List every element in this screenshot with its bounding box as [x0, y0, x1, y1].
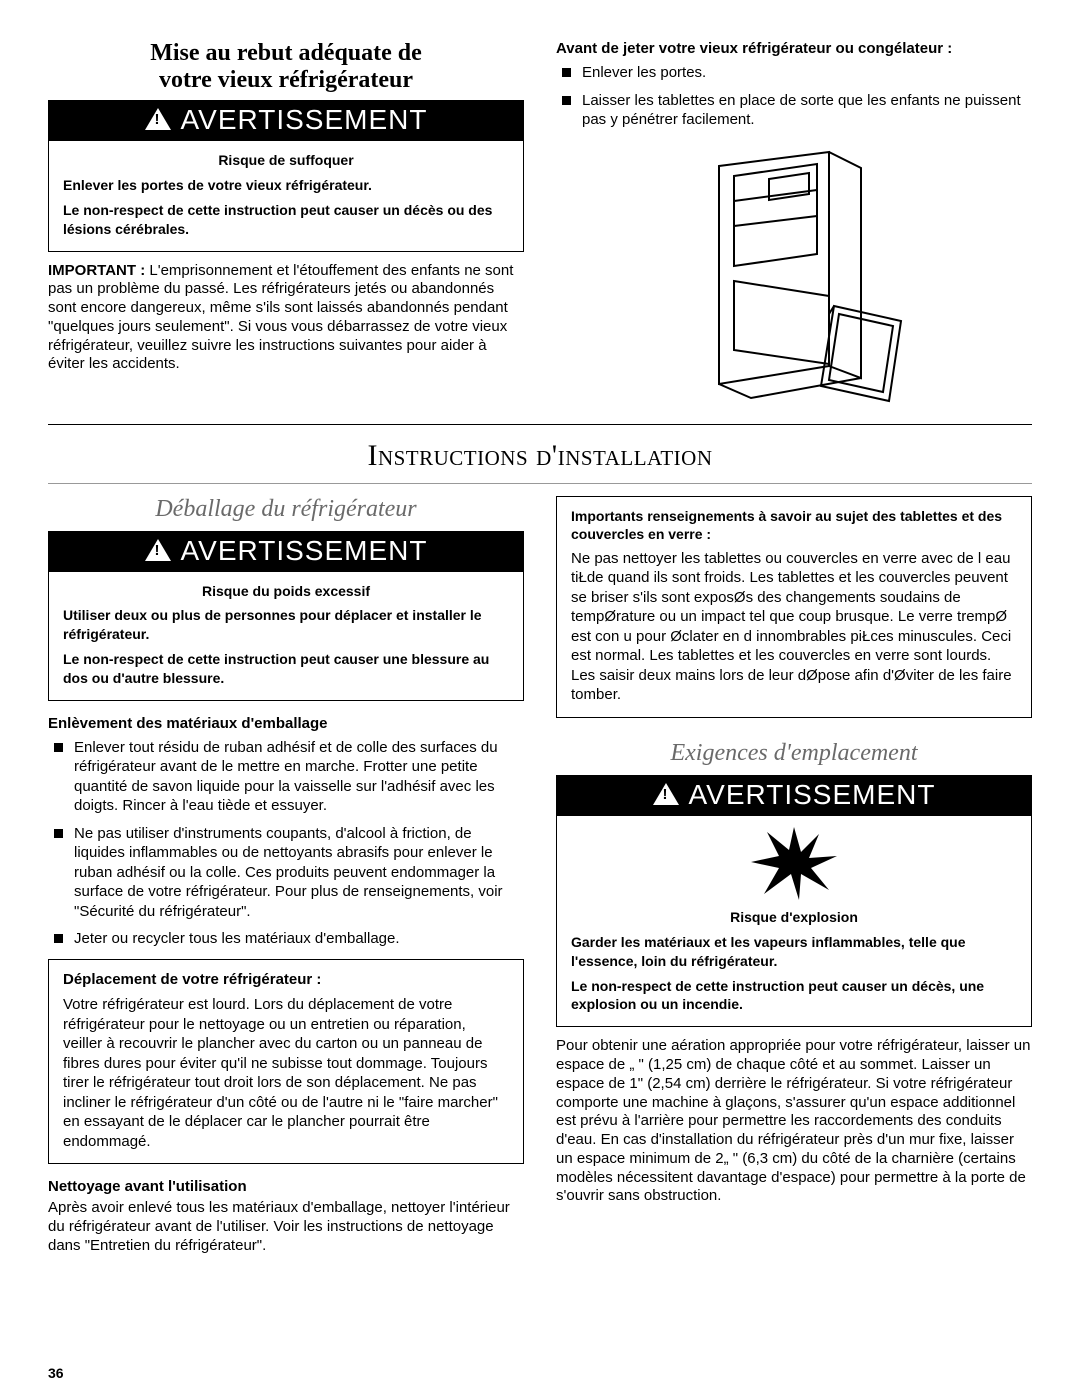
title-line1: Mise au rebut adéquate de: [150, 40, 422, 66]
list-item: Ne pas utiliser d'instruments coupants, …: [48, 824, 524, 922]
top-section: Mise au rebut adéquate de votre vieux ré…: [48, 40, 1032, 406]
warning-line2: Le non-respect de cette instruction peut…: [571, 977, 1017, 1015]
warning-triangle-icon: [145, 108, 171, 130]
warning-banner-text: AVERTISSEMENT: [181, 104, 428, 136]
warning-line1: Utiliser deux ou plus de personnes pour …: [63, 606, 509, 644]
unpack-title: Déballage du réfrigérateur: [48, 496, 524, 523]
explosion-warning-box: AVERTISSEMENT Risque d'explosion Garder …: [556, 775, 1032, 1027]
list-item: Enlever les portes.: [556, 63, 1032, 83]
location-title: Exigences d'emplacement: [556, 740, 1032, 767]
install-left-col: Déballage du réfrigérateur AVERTISSEMENT…: [48, 492, 524, 1256]
warning-line1: Enlever les portes de votre vieux réfrig…: [63, 176, 509, 195]
clean-body: Après avoir enlevé tous les matériaux d'…: [48, 1199, 524, 1255]
warning-body: Risque du poids excessif Utiliser deux o…: [49, 572, 523, 700]
removal-heading: Enlèvement des matériaux d'emballage: [48, 715, 524, 732]
warning-body: Risque de suffoquer Enlever les portes d…: [49, 141, 523, 251]
warning-line2: Le non-respect de cette instruction peut…: [63, 650, 509, 688]
removal-list: Enlever tout résidu de ruban adhésif et …: [48, 738, 524, 949]
top-right-col: Avant de jeter votre vieux réfrigérateur…: [556, 40, 1032, 406]
warning-risk: Risque d'explosion: [571, 908, 1017, 927]
move-box-body: Votre réfrigérateur est lourd. Lors du d…: [63, 995, 509, 1151]
install-section: Déballage du réfrigérateur AVERTISSEMENT…: [48, 492, 1032, 1256]
install-right-col: Importants renseignements à savoir au su…: [556, 492, 1032, 1256]
list-item: Jeter ou recycler tous les matériaux d'e…: [48, 929, 524, 949]
page-number: 36: [48, 1365, 64, 1381]
top-left-col: Mise au rebut adéquate de votre vieux ré…: [48, 40, 524, 406]
warning-banner: AVERTISSEMENT: [49, 101, 523, 141]
warning-banner: AVERTISSEMENT: [557, 776, 1031, 816]
glass-box-head: Importants renseignements à savoir au su…: [571, 507, 1017, 543]
move-fridge-box: Déplacement de votre réfrigérateur : Vot…: [48, 959, 524, 1165]
warning-triangle-icon: [653, 783, 679, 805]
fridge-illustration: [679, 146, 909, 406]
title-line2: votre vieux réfrigérateur: [159, 67, 413, 93]
glass-box-body: Ne pas nettoyer les tablettes ou couverc…: [571, 549, 1017, 705]
warning-line2: Le non-respect de cette instruction peut…: [63, 201, 509, 239]
list-item: Enlever tout résidu de ruban adhésif et …: [48, 738, 524, 816]
warning-body: Risque d'explosion Garder les matériaux …: [557, 908, 1031, 1026]
warning-triangle-icon: [145, 539, 171, 561]
before-dispose-head: Avant de jeter votre vieux réfrigérateur…: [556, 40, 1032, 57]
section-divider-thin: [48, 483, 1032, 484]
warning-banner-text: AVERTISSEMENT: [181, 535, 428, 567]
install-title: Instructions d'installation: [48, 439, 1032, 473]
move-box-head: Déplacement de votre réfrigérateur :: [63, 970, 509, 990]
important-label: IMPORTANT :: [48, 262, 145, 279]
glass-info-box: Importants renseignements à savoir au su…: [556, 496, 1032, 718]
warning-risk: Risque de suffoquer: [63, 151, 509, 170]
warning-risk: Risque du poids excessif: [63, 582, 509, 601]
warning-banner-text: AVERTISSEMENT: [689, 779, 936, 811]
important-paragraph: IMPORTANT : L'emprisonnement et l'étouff…: [48, 262, 524, 375]
clean-heading: Nettoyage avant l'utilisation: [48, 1178, 524, 1195]
disposal-title: Mise au rebut adéquate de votre vieux ré…: [48, 40, 524, 94]
location-body: Pour obtenir une aération appropriée pou…: [556, 1037, 1032, 1206]
list-item: Laisser les tablettes en place de sorte …: [556, 91, 1032, 130]
section-divider: [48, 424, 1032, 425]
before-dispose-list: Enlever les portes. Laisser les tablette…: [556, 63, 1032, 130]
explosion-icon: [749, 822, 839, 902]
warning-line1: Garder les matériaux et les vapeurs infl…: [571, 933, 1017, 971]
weight-warning-box: AVERTISSEMENT Risque du poids excessif U…: [48, 531, 524, 701]
disposal-warning-box: AVERTISSEMENT Risque de suffoquer Enleve…: [48, 100, 524, 252]
warning-banner: AVERTISSEMENT: [49, 532, 523, 572]
